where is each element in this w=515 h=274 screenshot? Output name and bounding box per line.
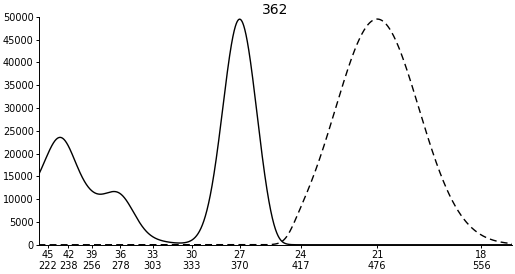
Title: 362: 362 xyxy=(262,3,288,17)
